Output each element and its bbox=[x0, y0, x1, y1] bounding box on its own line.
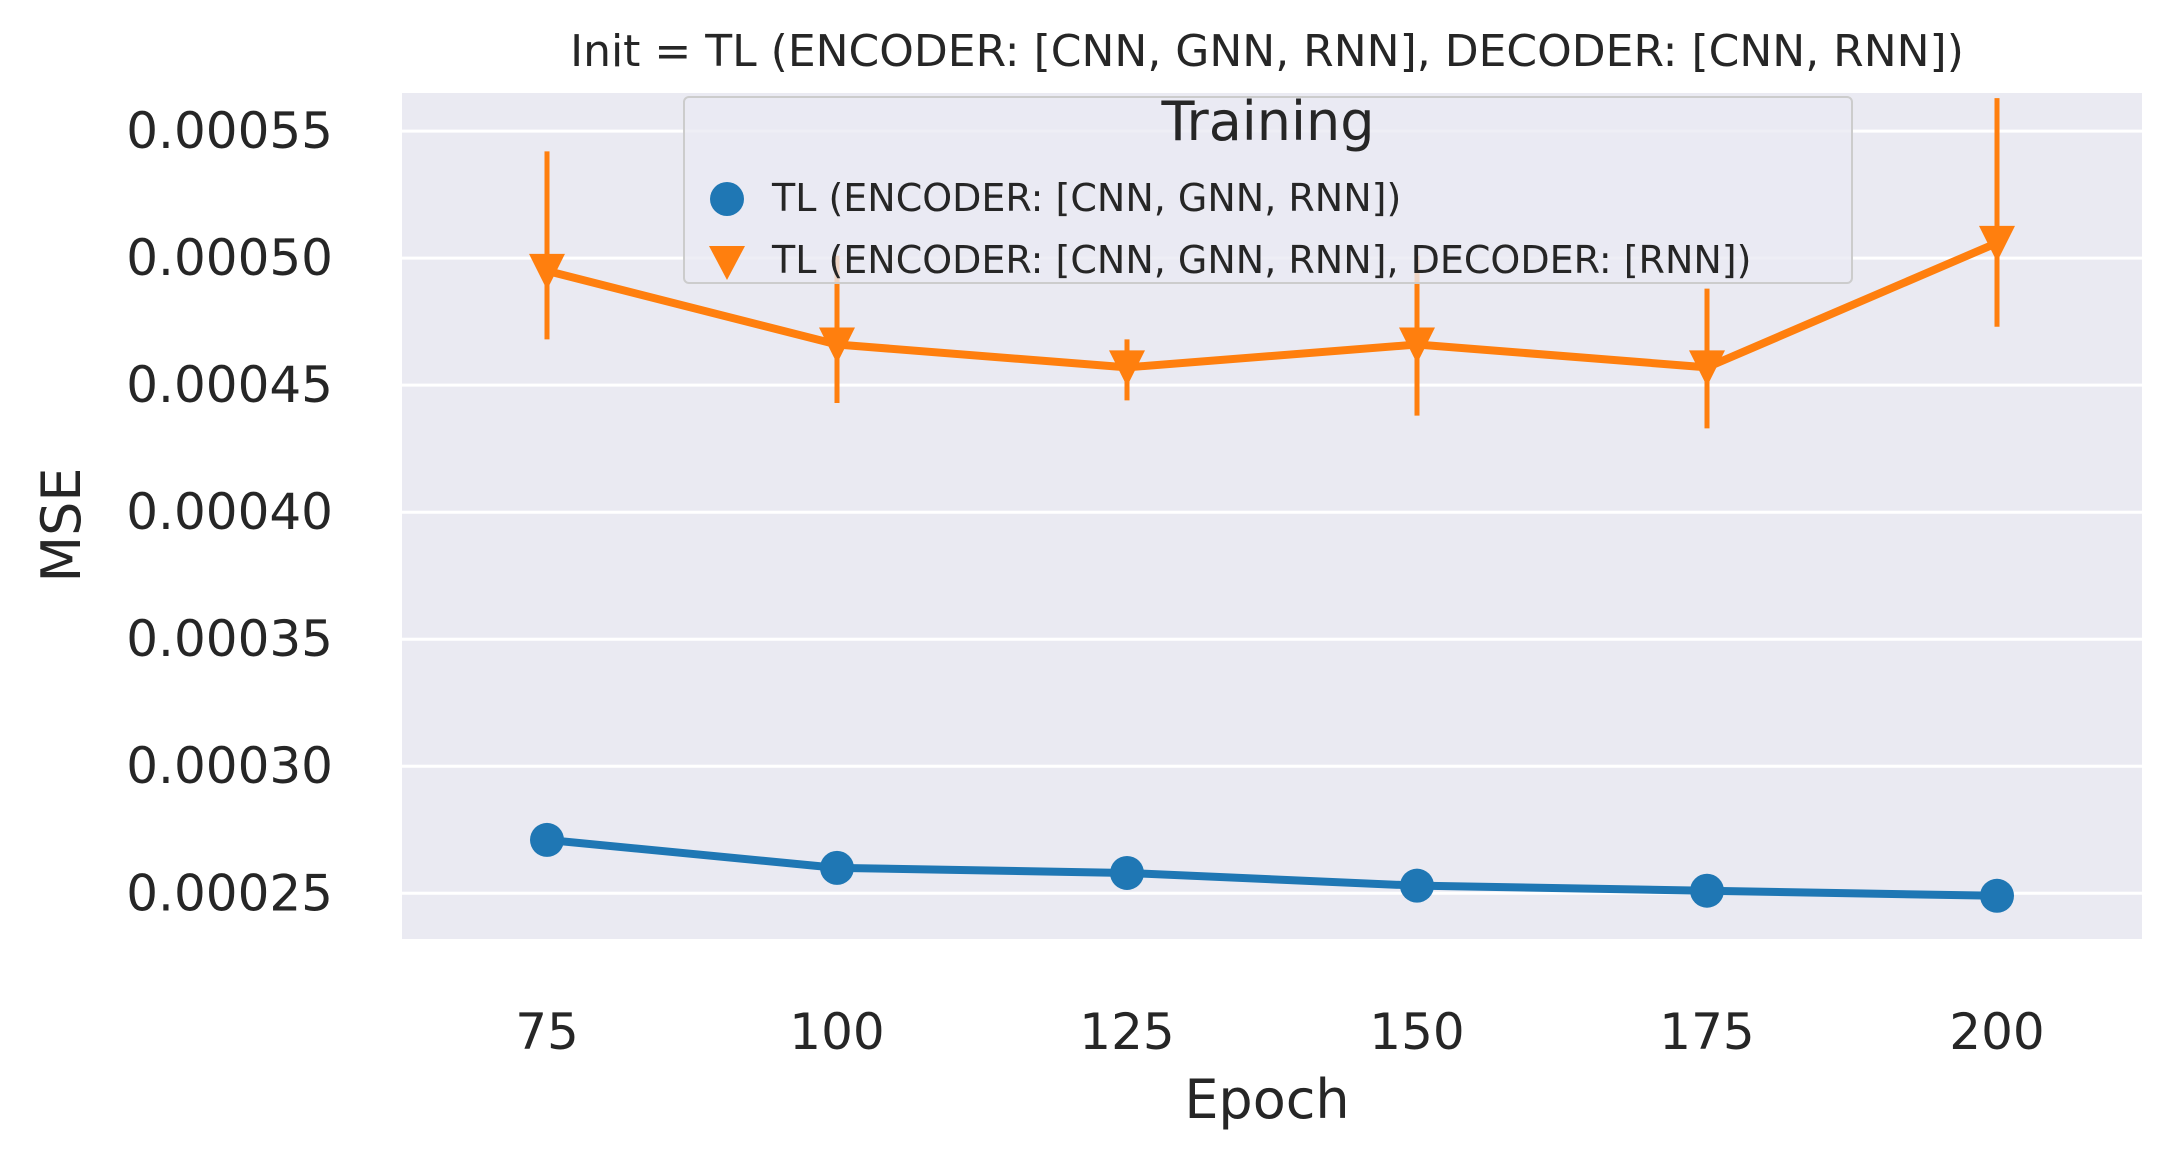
y-tick-label: 0.00035 bbox=[126, 610, 333, 668]
data-point bbox=[1400, 868, 1434, 903]
series-line bbox=[546, 835, 1998, 900]
x-tick-label: 75 bbox=[515, 1003, 579, 1061]
y-tick-label: 0.00025 bbox=[126, 864, 333, 922]
y-axis-label: MSE bbox=[30, 468, 93, 583]
x-tick-label: 125 bbox=[1079, 1003, 1174, 1061]
x-tick-label: 200 bbox=[1949, 1003, 2044, 1061]
data-point bbox=[1690, 873, 1724, 908]
legend-title: Training bbox=[1160, 90, 1374, 153]
series-1 bbox=[530, 822, 2014, 913]
x-tick-label: 150 bbox=[1369, 1003, 1464, 1061]
x-axis-label: Epoch bbox=[1184, 1068, 1349, 1131]
series-layer bbox=[529, 98, 2015, 913]
y-tick-label: 0.00055 bbox=[126, 102, 333, 160]
legend-box bbox=[683, 96, 1853, 284]
data-point bbox=[1980, 878, 2014, 913]
axis-ticks: 0.00025 0.00030 0.00035 0.00040 0.00045 0.000… bbox=[126, 102, 2044, 1061]
legend-marker-triangle bbox=[709, 246, 745, 280]
chart-title: Init = TL (ENCODER: [CNN, GNN, RNN], DEC… bbox=[570, 26, 1964, 77]
legend-marker-circle bbox=[710, 182, 744, 216]
series-line bbox=[546, 239, 1999, 372]
data-point bbox=[1979, 225, 2015, 262]
legend-entry-1: TL (ENCODER: [CNN, GNN, RNN]) bbox=[771, 176, 1401, 220]
x-tick-label: 100 bbox=[789, 1003, 884, 1061]
series-2 bbox=[529, 98, 2015, 429]
y-tick-label: 0.00045 bbox=[126, 356, 333, 414]
data-point bbox=[1399, 327, 1435, 364]
data-point bbox=[529, 253, 565, 290]
legend: Training TL (ENCODER: [CNN, GNN, RNN]) T… bbox=[683, 90, 1853, 284]
data-point bbox=[820, 850, 854, 885]
data-point bbox=[819, 327, 855, 364]
y-tick-label: 0.00030 bbox=[126, 737, 333, 795]
y-tick-label: 0.00040 bbox=[126, 483, 333, 541]
data-point bbox=[530, 822, 564, 857]
data-point bbox=[1110, 855, 1144, 890]
legend-entry-2: TL (ENCODER: [CNN, GNN, RNN], DECODER: [… bbox=[771, 238, 1751, 282]
x-tick-label: 175 bbox=[1659, 1003, 1754, 1061]
y-tick-label: 0.00050 bbox=[126, 229, 333, 287]
data-point bbox=[1109, 350, 1145, 387]
data-point bbox=[1689, 350, 1725, 387]
